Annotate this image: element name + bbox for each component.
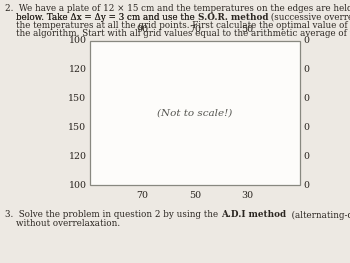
Text: 150: 150 <box>68 123 86 132</box>
Text: 0: 0 <box>303 123 309 132</box>
Text: 0: 0 <box>303 36 309 45</box>
Text: 90: 90 <box>136 25 148 34</box>
Text: 120: 120 <box>69 65 86 74</box>
Text: 100: 100 <box>69 36 86 45</box>
Text: 0: 0 <box>303 65 309 74</box>
Text: 70: 70 <box>136 191 148 200</box>
Text: 3.  Solve the problem in question 2 by using the: 3. Solve the problem in question 2 by us… <box>5 210 221 219</box>
Text: the algorithm. Start with all grid values equal to the arithmetic average of the: the algorithm. Start with all grid value… <box>5 29 350 38</box>
Text: S.O.R. method: S.O.R. method <box>197 13 268 22</box>
Text: 0: 0 <box>303 181 309 190</box>
Text: 150: 150 <box>68 94 86 103</box>
Text: 50: 50 <box>189 191 201 200</box>
Text: 2.  We have a plate of 12 × 15 cm and the temperatures on the edges are held as : 2. We have a plate of 12 × 15 cm and the… <box>5 4 350 13</box>
Text: (Not to scale!): (Not to scale!) <box>157 109 232 118</box>
Text: below. Take Δx = Δy = 3 cm and use the: below. Take Δx = Δy = 3 cm and use the <box>5 13 197 22</box>
Text: 120: 120 <box>69 152 86 161</box>
Text: below. Take Δx = Δy = 3 cm and use the: below. Take Δx = Δy = 3 cm and use the <box>5 13 197 22</box>
Text: (alternating-direction-implicit method): (alternating-direction-implicit method) <box>286 210 350 220</box>
Text: 0: 0 <box>303 94 309 103</box>
Text: without overrelaxation.: without overrelaxation. <box>5 219 120 228</box>
Text: the temperatures at all the grid points. First calculate the optimal value of ω : the temperatures at all the grid points.… <box>5 21 350 30</box>
Text: 70: 70 <box>189 25 201 34</box>
Text: 30: 30 <box>241 191 253 200</box>
Text: (successive overrelaxation method) to find: (successive overrelaxation method) to fi… <box>268 13 350 22</box>
Text: 0: 0 <box>303 152 309 161</box>
Text: 50: 50 <box>241 25 253 34</box>
Text: 100: 100 <box>69 181 86 190</box>
Text: A.D.I method: A.D.I method <box>221 210 286 219</box>
Bar <box>90 41 300 185</box>
